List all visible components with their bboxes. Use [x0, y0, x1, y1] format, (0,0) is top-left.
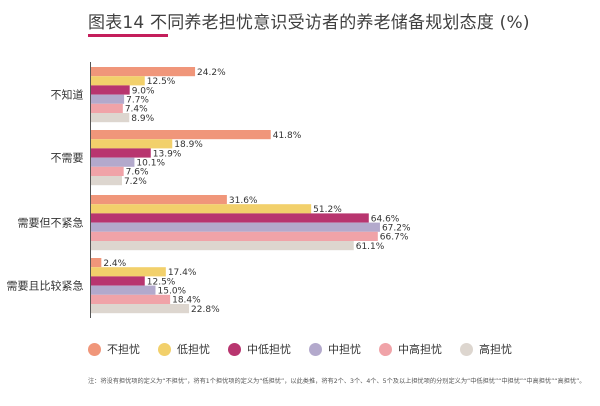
bar-value-label: 51.2%	[313, 205, 342, 215]
legend-swatch	[88, 342, 101, 356]
bar-value-label: 7.7%	[126, 96, 149, 106]
bar-value-label: 31.6%	[229, 196, 258, 206]
legend-label: 中担忧	[328, 343, 361, 356]
bar	[91, 231, 378, 241]
bar-value-label: 8.9%	[131, 114, 154, 124]
legend-label: 不担忧	[107, 343, 140, 356]
legend-swatch	[309, 342, 322, 356]
legend-item: 中担忧	[309, 341, 361, 357]
bar	[91, 103, 123, 113]
bar-value-label: 7.6%	[126, 168, 149, 178]
bar	[91, 85, 130, 95]
bar	[91, 113, 130, 123]
legend-label: 中低担忧	[247, 343, 291, 356]
bar-value-label: 64.6%	[371, 214, 400, 224]
bar-value-label: 22.8%	[191, 305, 220, 315]
bar-value-label: 10.1%	[136, 159, 165, 169]
bar-value-label: 7.4%	[125, 105, 148, 115]
bar-value-label: 61.1%	[356, 242, 385, 252]
legend-swatch	[379, 342, 392, 356]
bar	[91, 195, 227, 205]
bar-value-label: 13.9%	[153, 149, 182, 159]
bar	[91, 166, 124, 176]
bar	[91, 130, 271, 140]
bar-chart: 不知道24.2%12.5%9.0%7.7%7.4%8.9%不需要41.8%18.…	[7, 62, 411, 318]
bar	[91, 267, 166, 277]
legend-label: 低担忧	[177, 343, 210, 356]
legend-item: 低担忧	[158, 341, 210, 357]
legend-item: 中低担忧	[228, 341, 291, 357]
bar-value-label: 41.8%	[273, 131, 302, 141]
bar	[91, 67, 196, 77]
bar	[91, 204, 312, 214]
bar-value-label: 2.4%	[103, 259, 126, 269]
category-label: 不需要	[51, 152, 84, 165]
legend-label: 高担忧	[479, 343, 512, 356]
legend: 不担忧 低担忧 中低担忧 中担忧 中高担忧 高担忧	[88, 340, 530, 358]
bar-value-label: 18.9%	[174, 140, 203, 150]
bar-value-label: 12.5%	[147, 77, 176, 87]
bar-value-label: 24.2%	[197, 68, 226, 78]
bar-value-label: 12.5%	[147, 277, 176, 287]
legend-label: 中高担忧	[398, 343, 442, 356]
legend-item: 不担忧	[88, 341, 140, 357]
bar	[91, 94, 125, 104]
legend-swatch	[460, 342, 473, 356]
legend-swatch	[158, 342, 171, 356]
chart-title: 图表14 不同养老担忧意识受访者的养老储备规划态度 (%)	[88, 13, 530, 33]
bar	[91, 176, 122, 186]
footnote: 注：将没有担忧项的定义为“不担忧”，将有1个担忧项的定义为“低担忧”，以此类推，…	[88, 378, 586, 385]
title-underline	[88, 34, 168, 37]
bar-value-label: 18.4%	[172, 296, 201, 306]
category-label: 需要但不紧急	[18, 216, 84, 230]
bar-value-label: 9.0%	[132, 86, 155, 96]
bar	[91, 241, 354, 251]
legend-item: 中高担忧	[379, 341, 442, 357]
category-label: 需要且比较紧急	[7, 279, 84, 293]
bar	[91, 285, 156, 295]
bar	[91, 157, 135, 167]
bar	[91, 139, 173, 149]
bar	[91, 276, 145, 286]
bar	[91, 148, 151, 158]
bar-value-label: 15.0%	[158, 287, 187, 297]
bar	[91, 213, 369, 223]
category-label: 不知道	[51, 88, 84, 102]
bar	[91, 258, 102, 268]
bar	[91, 294, 171, 304]
bar	[91, 76, 145, 86]
bar-value-label: 67.2%	[382, 224, 411, 234]
legend-item: 高担忧	[460, 341, 512, 357]
bar	[91, 304, 190, 314]
bar-value-label: 66.7%	[380, 233, 409, 243]
legend-swatch	[228, 342, 241, 356]
bar-value-label: 7.2%	[124, 177, 147, 187]
bar	[91, 222, 380, 232]
bar-value-label: 17.4%	[168, 268, 197, 278]
